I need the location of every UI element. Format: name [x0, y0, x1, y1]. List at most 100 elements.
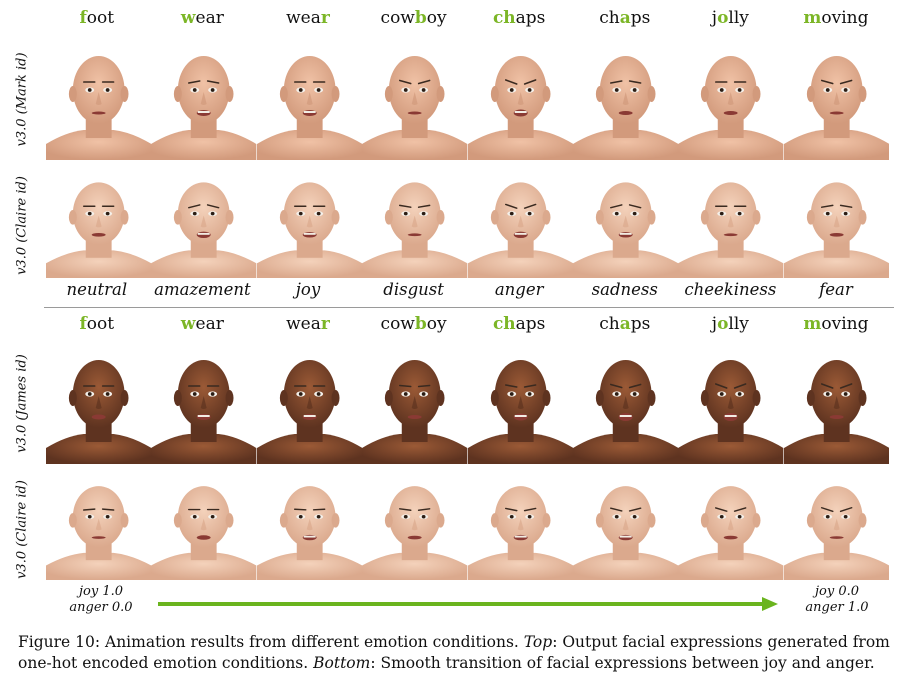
phoneme-highlight: m — [803, 8, 822, 28]
transition-end-anger: anger 1.0 — [805, 600, 869, 615]
phoneme-word: chaps — [466, 8, 572, 28]
face-render — [678, 340, 784, 464]
phoneme-word: chaps — [572, 314, 678, 334]
section-divider — [44, 307, 894, 308]
face-render — [46, 164, 152, 278]
face-render — [572, 164, 679, 278]
figure-caption: Figure 10: Animation results from differ… — [18, 632, 903, 674]
transition-arrow — [158, 597, 778, 611]
phoneme-word-text: oot — [86, 314, 115, 334]
row-label-james: v3.0 (James id) — [14, 354, 30, 453]
phoneme-word: foot — [44, 314, 150, 334]
emotion-labels: neutral amazement joy disgust anger sadness ch… — [44, 280, 889, 299]
phoneme-word-text: oy — [426, 314, 447, 334]
face-row-james — [46, 340, 889, 464]
face-render — [783, 164, 889, 278]
top-phoneme-words: foot wear wear cowboy chaps chaps jolly moving — [44, 8, 889, 28]
phoneme-word-text: j — [711, 8, 718, 28]
caption-bottom-label: Bottom — [313, 654, 371, 672]
phoneme-word-text: ps — [630, 314, 651, 334]
caption-top-label: Top — [523, 633, 553, 651]
caption-top-text: : Output facial expressions generated fr… — [18, 633, 890, 672]
face-render — [572, 36, 679, 160]
emotion-label: fear — [819, 280, 853, 299]
emotion-label: neutral — [66, 280, 128, 299]
face-row-claire-top — [46, 164, 889, 278]
phoneme-word-text: lly — [728, 314, 749, 334]
face-render — [151, 340, 257, 464]
face-render — [151, 164, 257, 278]
face-render — [362, 164, 468, 278]
phoneme-word: moving — [783, 314, 889, 334]
face-render — [467, 468, 573, 580]
face-render — [467, 340, 573, 464]
phoneme-word: cowboy — [361, 314, 467, 334]
face-row-claire-bottom — [46, 468, 889, 580]
face-render — [46, 340, 152, 464]
phoneme-highlight: a — [619, 314, 631, 334]
face-render — [783, 36, 889, 160]
face-render — [783, 468, 889, 580]
phoneme-word-text: ch — [599, 8, 620, 28]
face-render — [151, 36, 257, 160]
face-render — [362, 468, 468, 580]
face-render — [256, 340, 363, 464]
phoneme-highlight: a — [619, 8, 631, 28]
face-render — [256, 164, 363, 278]
phoneme-highlight: o — [717, 314, 729, 334]
emotion-label: cheekiness — [684, 280, 777, 299]
phoneme-word-text: oving — [821, 8, 869, 28]
transition-start-label: joy 1.0 anger 0.0 — [56, 584, 146, 616]
phoneme-word: wear — [150, 8, 256, 28]
face-render — [46, 468, 152, 580]
phoneme-word: jolly — [678, 8, 784, 28]
phoneme-highlight: b — [414, 8, 427, 28]
phoneme-highlight: f — [79, 8, 87, 28]
phoneme-word-text: lly — [728, 8, 749, 28]
phoneme-highlight: r — [320, 314, 330, 334]
phoneme-word: jolly — [678, 314, 784, 334]
emotion-label: disgust — [383, 280, 444, 299]
row-label-claire-top: v3.0 (Claire id) — [14, 176, 30, 275]
bottom-phoneme-words: foot wear wear cowboy chaps chaps jolly moving — [44, 314, 889, 334]
face-render — [46, 36, 152, 160]
face-render — [151, 468, 257, 580]
phoneme-highlight: f — [79, 314, 87, 334]
phoneme-highlight: w — [180, 314, 196, 334]
phoneme-highlight: b — [414, 314, 427, 334]
phoneme-highlight: ch — [492, 314, 516, 334]
face-render — [678, 468, 784, 580]
face-render — [572, 468, 679, 580]
caption-prefix: Figure 10: Animation results from differ… — [18, 633, 524, 651]
phoneme-word-text: wea — [286, 8, 321, 28]
face-render — [467, 164, 573, 278]
transition-end-joy: joy 0.0 — [814, 584, 859, 599]
emotion-label: amazement — [154, 280, 251, 299]
phoneme-word: moving — [783, 8, 889, 28]
transition-start-anger: anger 0.0 — [69, 600, 133, 615]
phoneme-word: foot — [44, 8, 150, 28]
caption-bottom-text: : Smooth transition of facial expression… — [370, 654, 875, 672]
transition-start-joy: joy 1.0 — [78, 584, 123, 599]
phoneme-word-text: aps — [515, 314, 546, 334]
row-label-claire-bottom: v3.0 (Claire id) — [14, 480, 30, 579]
face-render — [783, 340, 889, 464]
phoneme-highlight: m — [803, 314, 822, 334]
face-row-mark — [46, 36, 889, 160]
phoneme-highlight: o — [717, 8, 729, 28]
phoneme-word-text: aps — [515, 8, 546, 28]
emotion-label: sadness — [591, 280, 658, 299]
face-render — [572, 340, 679, 464]
phoneme-highlight: w — [180, 8, 196, 28]
transition-end-label: joy 0.0 anger 1.0 — [792, 584, 882, 616]
phoneme-word-text: j — [711, 314, 718, 334]
phoneme-word: wear — [255, 314, 361, 334]
phoneme-highlight: ch — [492, 8, 516, 28]
phoneme-word-text: cow — [380, 8, 415, 28]
face-render — [362, 340, 468, 464]
face-render — [467, 36, 573, 160]
phoneme-word-text: wea — [286, 314, 321, 334]
phoneme-word-text: cow — [380, 314, 415, 334]
phoneme-word-text: ear — [195, 8, 224, 28]
face-render — [678, 164, 784, 278]
